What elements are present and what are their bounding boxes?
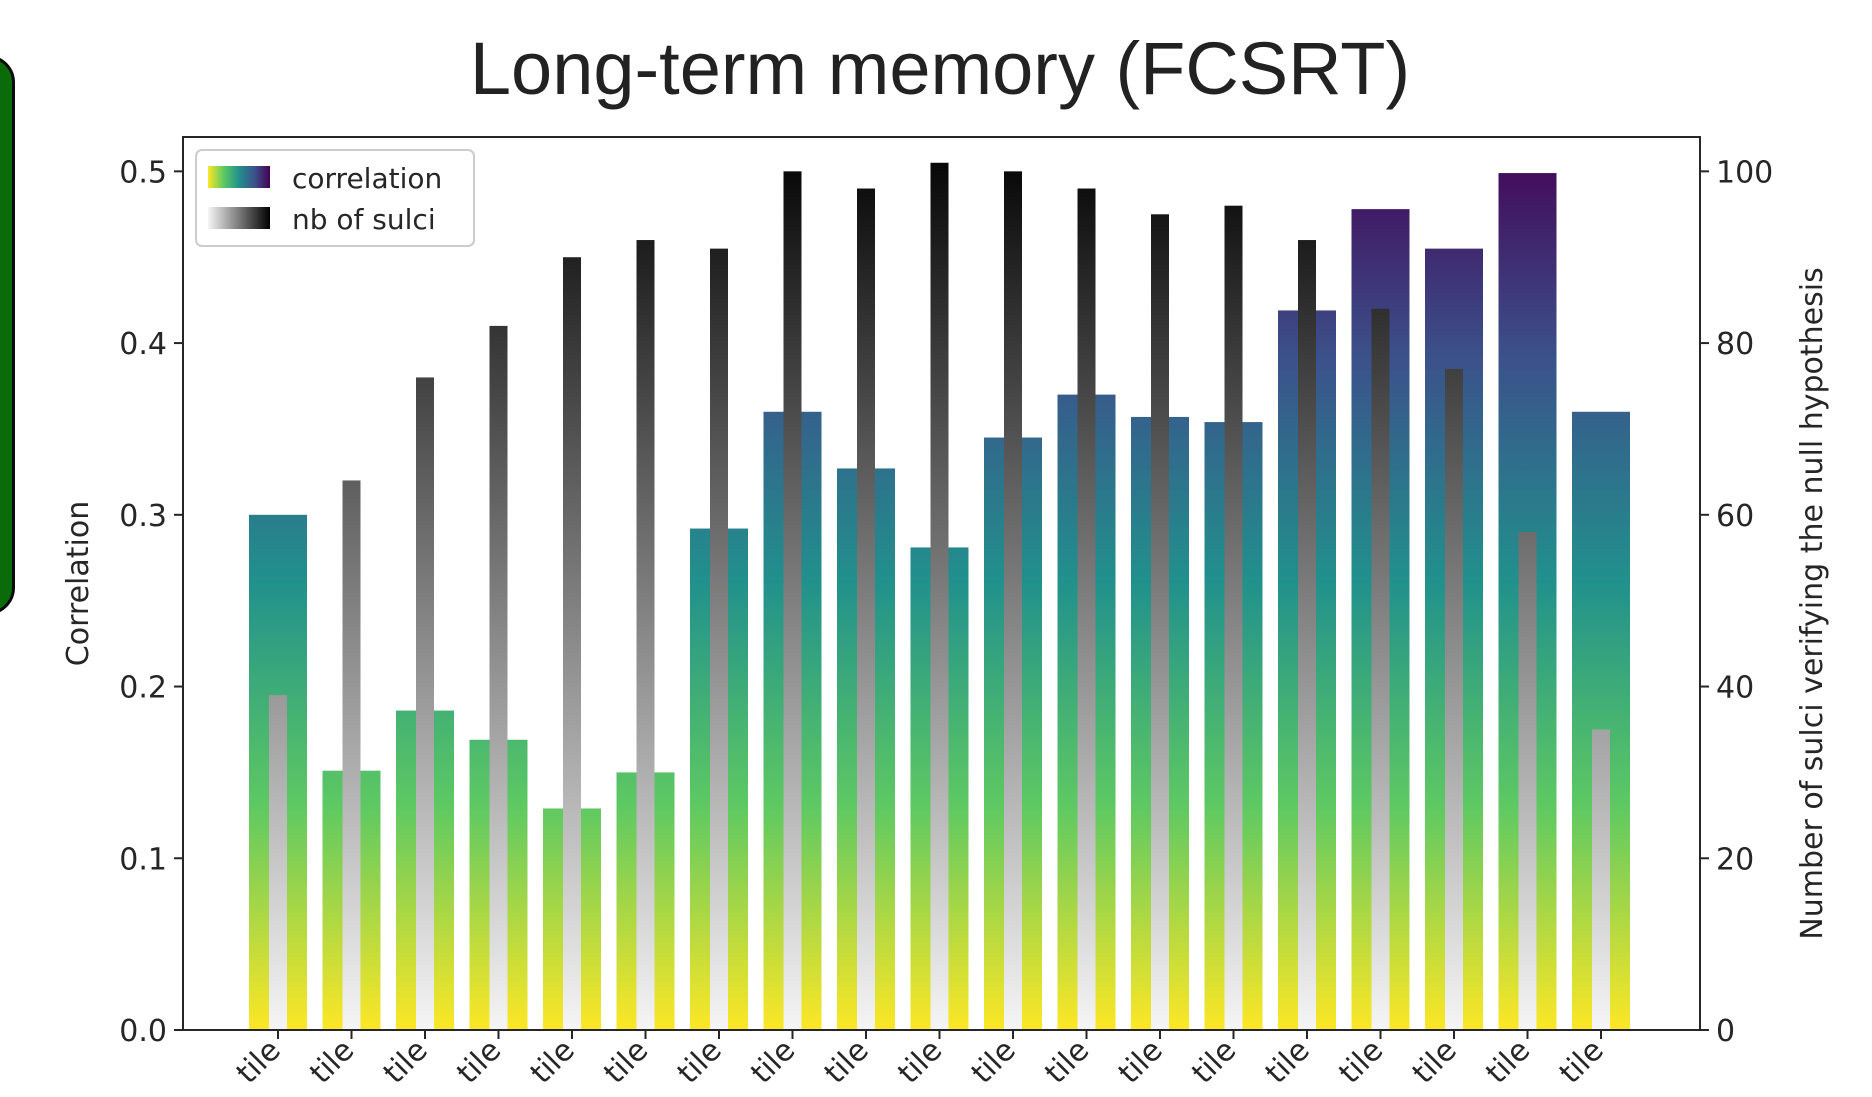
x-tick-label: tile (1479, 1033, 1537, 1091)
legend-swatch-correlation (208, 166, 270, 188)
sulci-bar (1151, 214, 1169, 1031)
sulci-bar (489, 325, 508, 1031)
sulci-bar (857, 188, 875, 1030)
sulci-bar (1371, 308, 1390, 1030)
x-tick-label: tile (818, 1033, 876, 1091)
x-tick-label: tile (671, 1033, 729, 1091)
y2-axis-label: Number of sulci verifying the null hypot… (1795, 267, 1830, 939)
sulci-bar (563, 257, 581, 1030)
x-tick-label: tile (744, 1033, 802, 1091)
legend: correlation nb of sulci (195, 149, 475, 247)
x-tick-label: tile (1259, 1033, 1317, 1091)
y-tick-label: 0.3 (119, 499, 167, 534)
y2-tick-label: 40 (1716, 671, 1754, 706)
x-tick-label: tile (597, 1033, 655, 1091)
sulci-bar (1077, 188, 1096, 1030)
x-tick-label: tile (1553, 1033, 1611, 1091)
x-tick-label: tile (377, 1033, 435, 1091)
x-tick-label: tile (524, 1033, 582, 1091)
sulci-bar (1445, 368, 1463, 1030)
y-axis-label: Correlation (61, 501, 96, 666)
sulci-bar (1518, 531, 1537, 1030)
sulci-bar (1224, 205, 1243, 1030)
legend-label-correlation: correlation (292, 162, 442, 195)
sulci-bar (710, 248, 728, 1030)
y2-tick-label: 0 (1716, 1014, 1735, 1049)
y-tick-label: 0.2 (119, 671, 167, 706)
y-tick-label: 0.5 (119, 155, 167, 190)
x-tick-label: tile (1185, 1033, 1243, 1091)
sulci-bar (1298, 240, 1316, 1031)
sulci-bar (342, 480, 361, 1030)
sulci-bar (1004, 171, 1022, 1030)
y-tick-label: 0.4 (119, 327, 167, 362)
x-tick-label: tile (303, 1033, 361, 1091)
x-tick-label: tile (891, 1033, 949, 1091)
x-tick-label: tile (1332, 1033, 1390, 1091)
y-tick-label: 0.0 (119, 1014, 167, 1049)
sulci-bar (930, 162, 949, 1030)
sulci-bars (269, 162, 1610, 1031)
x-tick-label: tile (965, 1033, 1023, 1091)
legend-label-sulci: nb of sulci (292, 203, 436, 236)
x-tick-label: tile (1406, 1033, 1464, 1091)
y2-tick-label: 80 (1716, 327, 1754, 362)
sulci-bar (783, 171, 802, 1030)
y2-tick-label: 20 (1716, 842, 1754, 877)
sulci-bar (416, 377, 434, 1030)
sulci-bar (269, 695, 287, 1030)
plot-frame (182, 136, 1701, 1031)
x-tick-label: tile (1112, 1033, 1170, 1091)
sulci-bar (1592, 729, 1610, 1030)
correlation-bars (249, 173, 1630, 1031)
sulci-bar (636, 240, 655, 1031)
legend-swatch-sulci (208, 207, 270, 229)
y-tick-label: 0.1 (119, 842, 167, 877)
x-tick-label: tile (1038, 1033, 1096, 1091)
chart-title: Long-term memory (FCSRT) (469, 27, 1411, 110)
y2-tick-label: 100 (1716, 155, 1773, 190)
x-tick-label: tile (450, 1033, 508, 1091)
x-tick-label: tile (230, 1033, 288, 1091)
y2-tick-label: 60 (1716, 499, 1754, 534)
